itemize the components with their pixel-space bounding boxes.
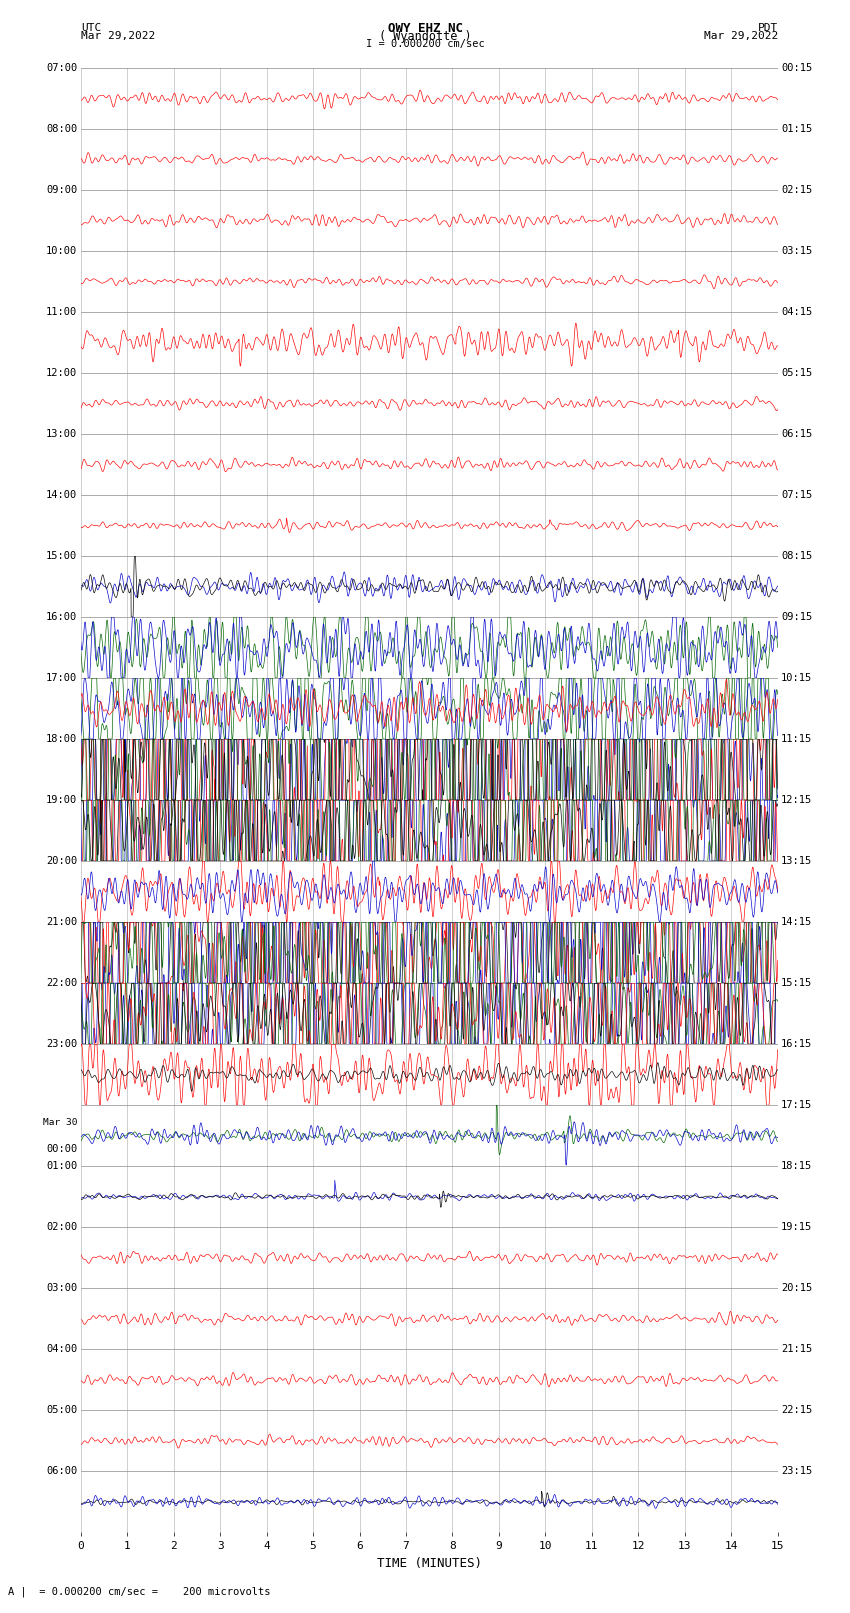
Text: 17:15: 17:15 (781, 1100, 813, 1110)
Text: 13:15: 13:15 (781, 857, 813, 866)
Text: 17:00: 17:00 (46, 673, 77, 682)
Text: OWY EHZ NC: OWY EHZ NC (388, 21, 462, 35)
Text: 13:00: 13:00 (46, 429, 77, 439)
Text: 05:00: 05:00 (46, 1405, 77, 1415)
Text: UTC: UTC (81, 23, 101, 34)
Text: 18:15: 18:15 (781, 1161, 813, 1171)
Text: 03:15: 03:15 (781, 245, 813, 256)
Text: Mar 29,2022: Mar 29,2022 (704, 31, 778, 42)
Text: PDT: PDT (757, 23, 778, 34)
Text: 01:00: 01:00 (46, 1161, 77, 1171)
Text: I = 0.000200 cm/sec: I = 0.000200 cm/sec (366, 39, 484, 50)
Text: 20:00: 20:00 (46, 857, 77, 866)
Text: ( Wyandotte ): ( Wyandotte ) (379, 29, 471, 44)
Text: 09:15: 09:15 (781, 611, 813, 623)
Text: 07:00: 07:00 (46, 63, 77, 73)
Text: 18:00: 18:00 (46, 734, 77, 744)
Text: 15:15: 15:15 (781, 977, 813, 989)
Text: 08:00: 08:00 (46, 124, 77, 134)
Text: 08:15: 08:15 (781, 552, 813, 561)
Text: 04:00: 04:00 (46, 1344, 77, 1355)
Text: 00:00: 00:00 (46, 1144, 77, 1155)
Text: 01:15: 01:15 (781, 124, 813, 134)
Text: 02:15: 02:15 (781, 185, 813, 195)
Text: 09:00: 09:00 (46, 185, 77, 195)
Text: Mar 30: Mar 30 (42, 1118, 77, 1127)
Text: Mar 29,2022: Mar 29,2022 (81, 31, 155, 42)
X-axis label: TIME (MINUTES): TIME (MINUTES) (377, 1557, 482, 1569)
Text: 10:15: 10:15 (781, 673, 813, 682)
Text: 12:00: 12:00 (46, 368, 77, 377)
Text: 11:15: 11:15 (781, 734, 813, 744)
Text: 19:15: 19:15 (781, 1223, 813, 1232)
Text: 14:00: 14:00 (46, 490, 77, 500)
Text: 16:00: 16:00 (46, 611, 77, 623)
Text: 03:00: 03:00 (46, 1284, 77, 1294)
Text: 10:00: 10:00 (46, 245, 77, 256)
Text: 11:00: 11:00 (46, 306, 77, 316)
Text: A |  = 0.000200 cm/sec =    200 microvolts: A | = 0.000200 cm/sec = 200 microvolts (8, 1586, 271, 1597)
Text: 02:00: 02:00 (46, 1223, 77, 1232)
Text: 23:00: 23:00 (46, 1039, 77, 1048)
Text: 05:15: 05:15 (781, 368, 813, 377)
Text: 21:15: 21:15 (781, 1344, 813, 1355)
Text: 16:15: 16:15 (781, 1039, 813, 1048)
Text: 22:15: 22:15 (781, 1405, 813, 1415)
Text: 22:00: 22:00 (46, 977, 77, 989)
Text: 07:15: 07:15 (781, 490, 813, 500)
Text: 20:15: 20:15 (781, 1284, 813, 1294)
Text: 21:00: 21:00 (46, 918, 77, 927)
Text: 00:15: 00:15 (781, 63, 813, 73)
Text: 06:00: 06:00 (46, 1466, 77, 1476)
Text: 04:15: 04:15 (781, 306, 813, 316)
Text: 06:15: 06:15 (781, 429, 813, 439)
Text: 23:15: 23:15 (781, 1466, 813, 1476)
Text: 14:15: 14:15 (781, 918, 813, 927)
Text: 12:15: 12:15 (781, 795, 813, 805)
Text: 15:00: 15:00 (46, 552, 77, 561)
Text: 19:00: 19:00 (46, 795, 77, 805)
